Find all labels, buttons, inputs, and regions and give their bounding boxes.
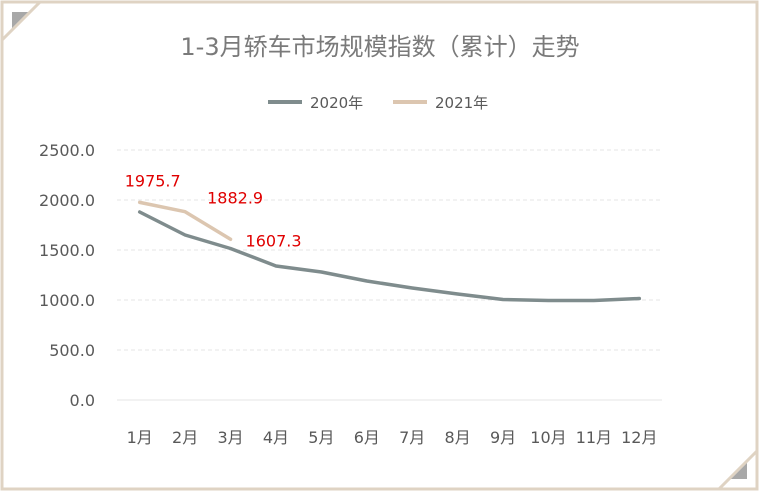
data-labels: 1975.7 1882.9 1607.3 [125, 171, 302, 250]
y-tick-label: 0.0 [70, 391, 95, 410]
series-lines [137, 200, 642, 303]
x-category-label: 9月 [490, 428, 516, 447]
x-category-label: 10月 [530, 428, 566, 447]
x-category-label: 1月 [127, 428, 153, 447]
x-category-label: 12月 [621, 428, 657, 447]
y-tick-label: 1000.0 [39, 291, 95, 310]
top-left-corner-ornament [0, 0, 44, 44]
y-tick-label: 500.0 [49, 341, 95, 360]
x-category-label: 4月 [263, 428, 289, 447]
data-label-2021: 1975.7 [125, 171, 181, 190]
bottom-right-corner-ornament [715, 447, 759, 491]
x-category-label: 6月 [354, 428, 380, 447]
x-category-label: 2月 [172, 428, 198, 447]
x-category-label: 11月 [576, 428, 612, 447]
series-line-2021年 [137, 200, 233, 242]
series-line-2020年 [137, 210, 642, 303]
data-label-2021: 1607.3 [246, 231, 302, 250]
y-tick-label: 2000.0 [39, 191, 95, 210]
x-category-label: 7月 [399, 428, 425, 447]
data-label-2021: 1882.9 [207, 189, 263, 208]
x-category-label: 3月 [217, 428, 243, 447]
legend-label-2020: 2020年 [310, 94, 363, 112]
x-category-label: 5月 [308, 428, 334, 447]
chart-title: 1-3月轿车市场规模指数（累计）走势 [180, 33, 579, 61]
legend: 2020年 2021年 [268, 94, 488, 112]
y-tick-label: 2500.0 [39, 141, 95, 160]
y-axis-ticks: 0.0 500.0 1000.0 1500.0 2000.0 2500.0 [39, 141, 95, 410]
x-category-label: 8月 [445, 428, 471, 447]
legend-label-2021: 2021年 [435, 94, 488, 112]
gridlines [117, 149, 662, 401]
x-axis-categories: 1月 2月 3月 4月 5月 6月 7月 8月 9月 10月 11月 12月 [127, 428, 658, 447]
y-tick-label: 1500.0 [39, 241, 95, 260]
